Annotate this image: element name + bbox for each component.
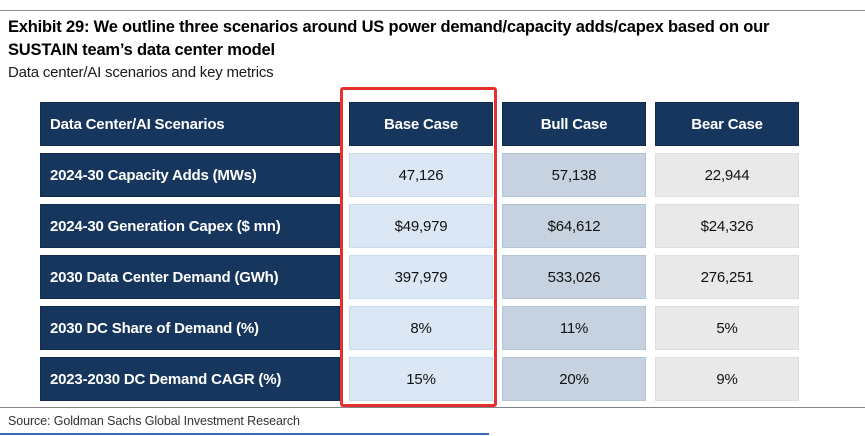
source-note: Source: Goldman Sachs Global Investment … [8, 414, 300, 428]
cell-dc-cagr-bull: 20% [502, 357, 646, 401]
row-label-capacity-adds: 2024-30 Capacity Adds (MWs) [40, 153, 340, 197]
bottom-divider [0, 407, 865, 408]
scenarios-table: Data Center/AI Scenarios Base Case Bull … [40, 102, 799, 401]
cell-dc-demand-bull: 533,026 [502, 255, 646, 299]
col-header-base-case: Base Case [349, 102, 493, 146]
exhibit-title: Exhibit 29: We outline three scenarios a… [8, 18, 770, 60]
cell-dc-share-base: 8% [349, 306, 493, 350]
cell-dc-share-bull: 11% [502, 306, 646, 350]
cell-generation-capex-bear: $24,326 [655, 204, 799, 248]
cell-capacity-adds-bull: 57,138 [502, 153, 646, 197]
cell-generation-capex-bull: $64,612 [502, 204, 646, 248]
col-header-scenarios: Data Center/AI Scenarios [40, 102, 340, 146]
cell-capacity-adds-bear: 22,944 [655, 153, 799, 197]
footer-accent-line [0, 433, 489, 435]
cell-capacity-adds-base: 47,126 [349, 153, 493, 197]
exhibit-subtitle: Data center/AI scenarios and key metrics [8, 64, 274, 81]
col-header-bear-case: Bear Case [655, 102, 799, 146]
row-label-dc-share: 2030 DC Share of Demand (%) [40, 306, 340, 350]
col-header-bull-case: Bull Case [502, 102, 646, 146]
top-divider [0, 10, 865, 11]
row-label-dc-cagr: 2023-2030 DC Demand CAGR (%) [40, 357, 340, 401]
cell-generation-capex-base: $49,979 [349, 204, 493, 248]
cell-dc-cagr-base: 15% [349, 357, 493, 401]
cell-dc-share-bear: 5% [655, 306, 799, 350]
row-label-generation-capex: 2024-30 Generation Capex ($ mn) [40, 204, 340, 248]
cell-dc-demand-bear: 276,251 [655, 255, 799, 299]
row-label-dc-demand: 2030 Data Center Demand (GWh) [40, 255, 340, 299]
cell-dc-cagr-bear: 9% [655, 357, 799, 401]
cell-dc-demand-base: 397,979 [349, 255, 493, 299]
